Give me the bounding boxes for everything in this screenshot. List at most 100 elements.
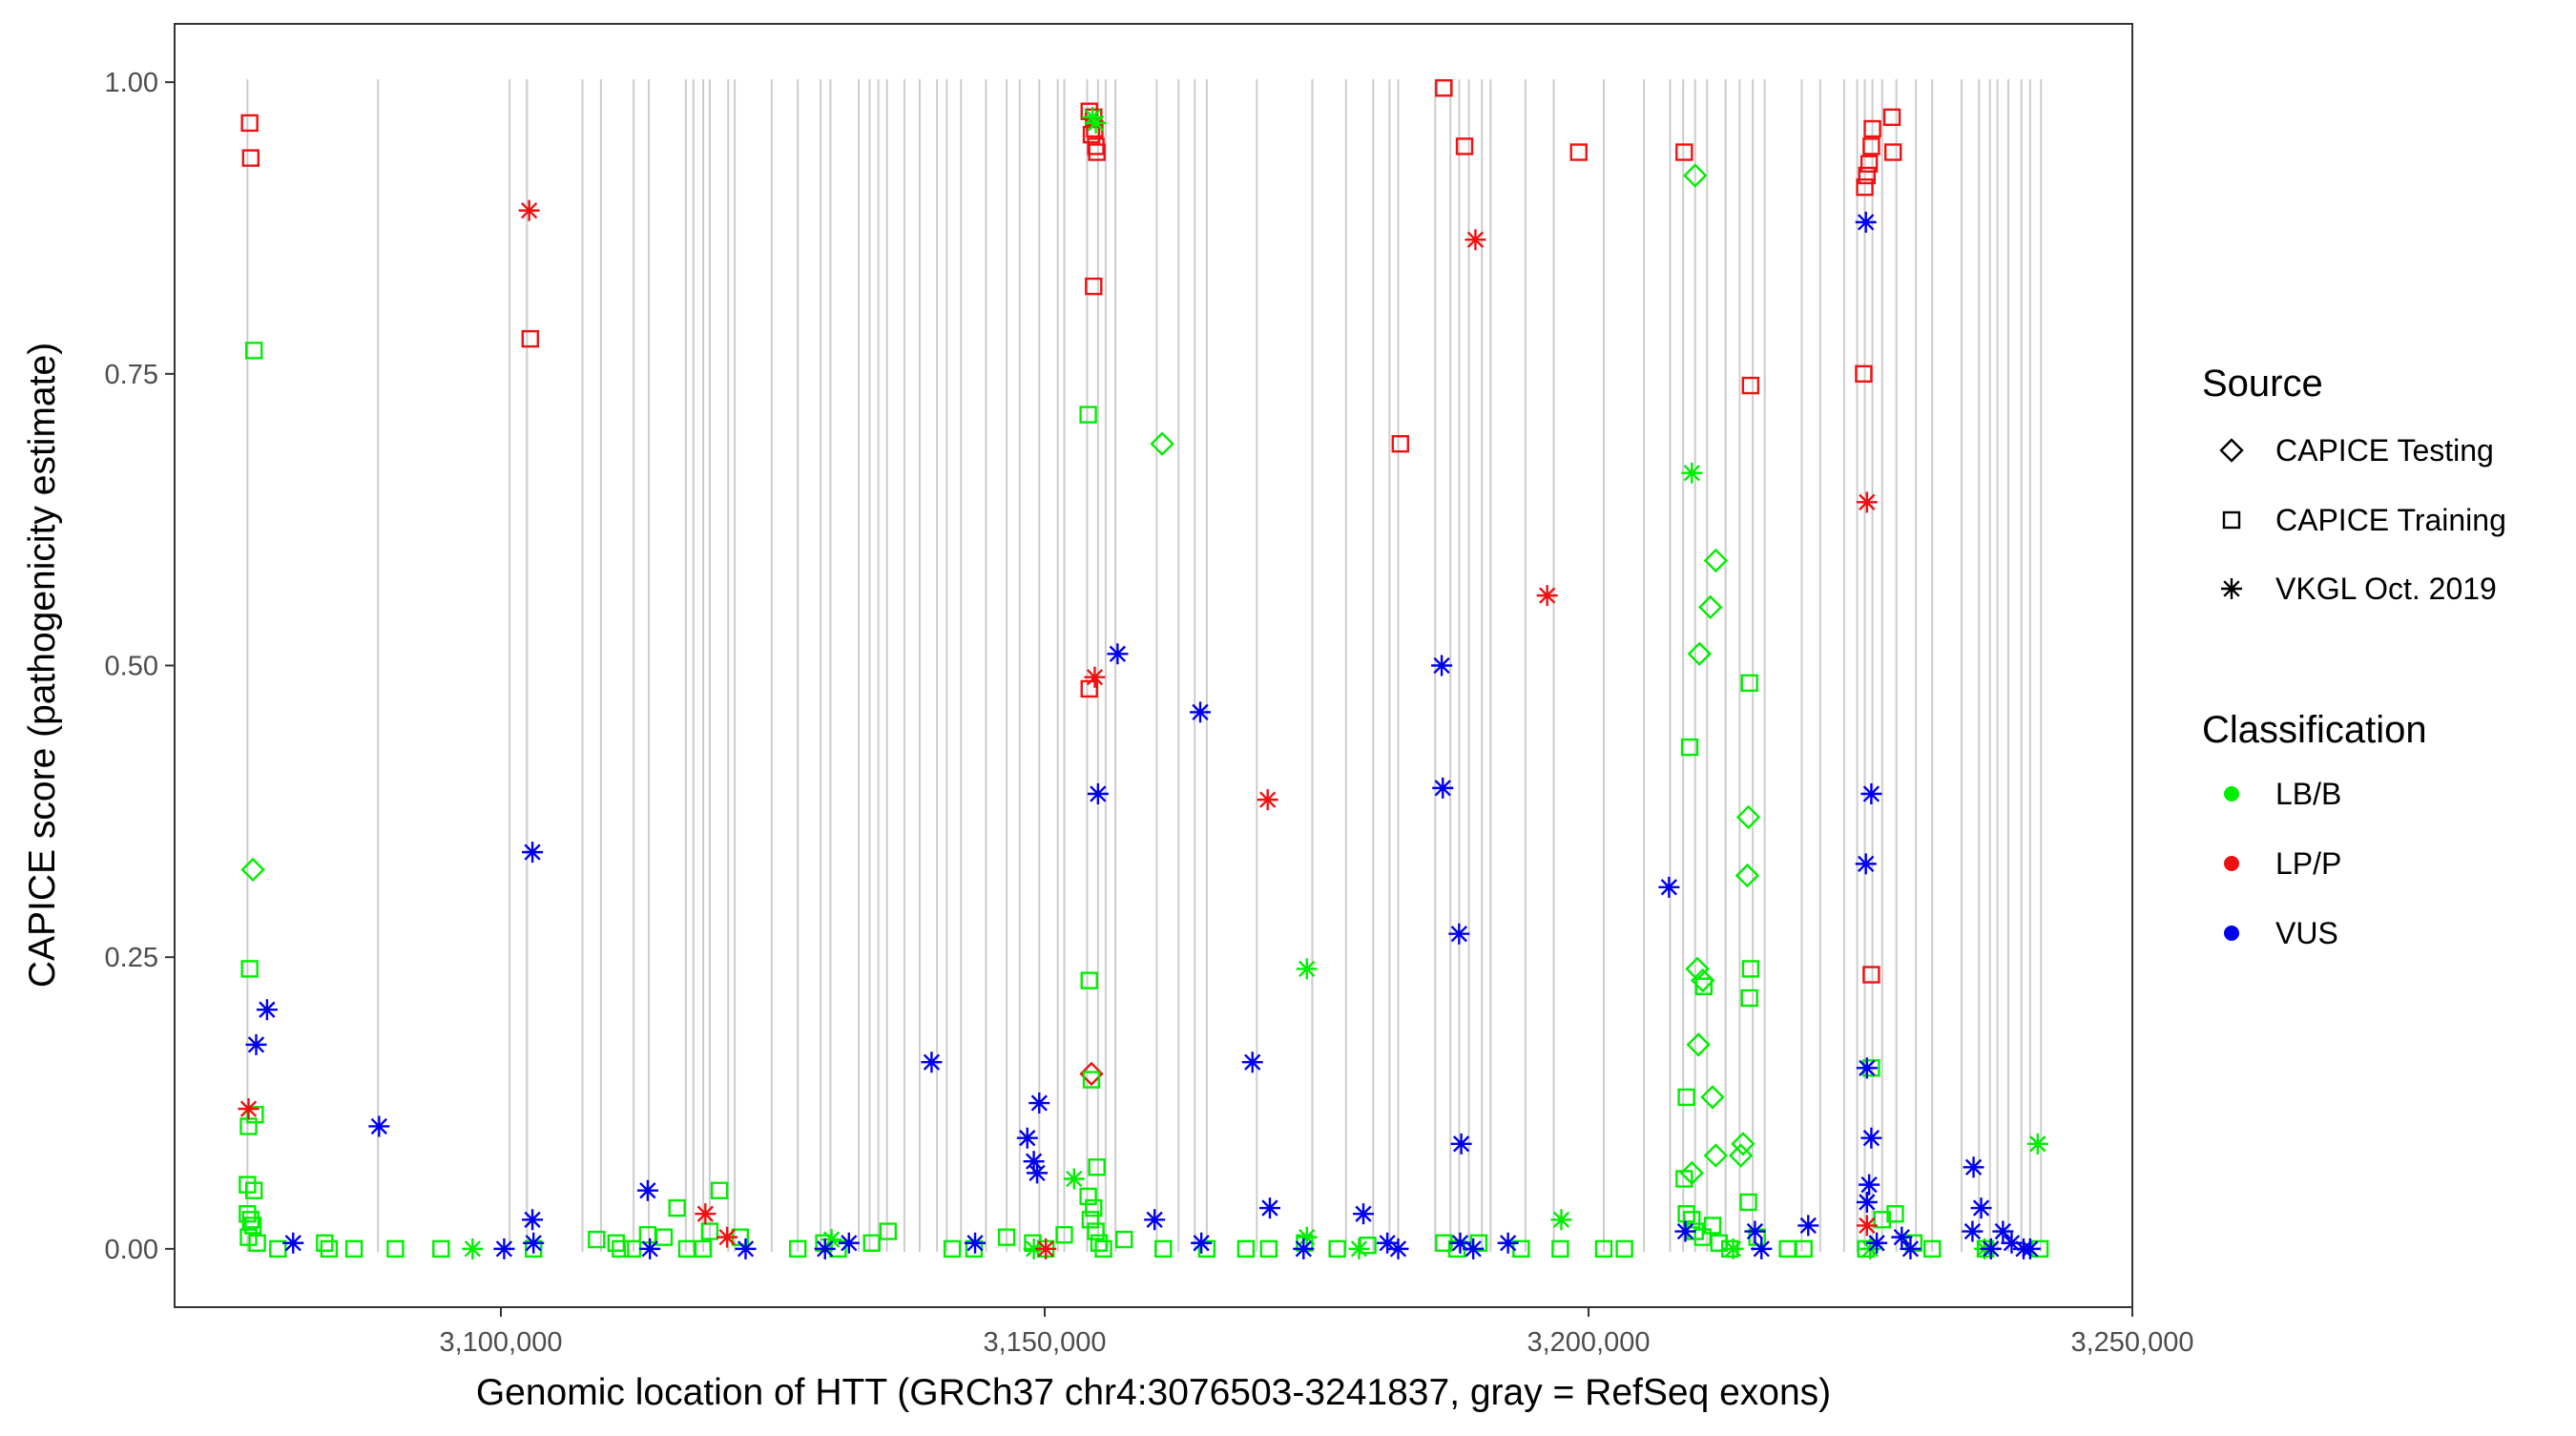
diamond-point [1703,548,1729,573]
asterisk-point [1296,958,1318,980]
square-point [241,1211,260,1229]
asterisk-point [1970,1197,1992,1219]
legend-classification-title: Classification [2202,709,2427,751]
square-point [1391,434,1409,453]
square-point [1863,119,1881,138]
asterisk-point [921,1051,943,1073]
square-point [1080,971,1098,989]
square-point [1675,1170,1693,1188]
legend-class-label: VUS [2275,916,2338,950]
asterisk-point [838,1232,860,1254]
asterisk-point [1497,1232,1519,1254]
exon-lines [246,79,2043,1252]
legend-class-label: LB/B [2275,777,2341,811]
square-point [1740,989,1758,1008]
square-point [1873,1211,1892,1229]
asterisk-point [1465,229,1486,251]
square-point [1569,143,1588,161]
asterisk-point [717,1226,738,1248]
square-point [668,1198,686,1217]
square-point [1085,1198,1103,1217]
diamond-point [240,857,265,883]
square-point [245,342,263,360]
asterisk-point [1258,1197,1280,1219]
square-point [1055,1225,1073,1244]
square-point [1858,166,1877,185]
diamond-point [1735,863,1760,888]
square-point [316,1234,334,1252]
square-point [943,1239,962,1259]
asterisk-point [814,1238,836,1259]
asterisk-point [1856,1191,1878,1213]
asterisk-point [1891,1226,1913,1248]
asterisk-point [1550,1209,1572,1231]
square-point [654,1228,674,1246]
y-axis-title: CAPICE score (pathogenicity estimate) [22,343,63,988]
asterisk-point [1023,1151,1045,1173]
square-point [1886,1204,1904,1223]
square-point [1115,1230,1133,1249]
x-tick-label: 3,250,000 [2070,1327,2193,1358]
square-point [1882,108,1901,127]
square-point [1703,1217,1722,1235]
asterisk-point [1866,1232,1888,1254]
square-point [239,1204,257,1223]
asterisk-point [1963,1156,1984,1178]
square-point [1328,1239,1346,1259]
square-point [1082,1071,1101,1089]
asterisk-point [1348,1238,1370,1259]
square-point [386,1239,405,1259]
asterisk-point [1432,777,1454,799]
square-point [1435,79,1453,97]
asterisk-point [1241,1051,1263,1073]
y-tick-label: 0.50 [105,652,158,682]
square-point [700,1222,719,1240]
square-point [1085,277,1103,296]
asterisk-point [1257,789,1278,811]
square-point [432,1239,450,1259]
asterisk-point [1722,1238,1744,1259]
asterisk-point [282,1232,304,1254]
square-point [1236,1239,1256,1259]
square-point [588,1230,606,1249]
asterisk-point [368,1115,390,1137]
square-point [1795,1239,1813,1259]
square-point [1883,143,1902,161]
asterisk-point [1023,1238,1045,1259]
asterisk-point [1751,1238,1773,1259]
asterisk-point [523,1232,545,1254]
asterisk-point [821,1229,842,1251]
square-point [1154,1239,1173,1259]
y-tick-label: 0.00 [105,1235,158,1265]
asterisk-point [1296,1226,1318,1248]
asterisk-point [1035,1238,1057,1259]
diamond-point [1079,1061,1104,1087]
asterisk-point [1463,1238,1485,1259]
asterisk-point [1431,655,1453,676]
axes: 3,100,000 3,150,000 3,200,000 3,250,000 0.00… [105,68,2194,1358]
square-point [243,1217,262,1235]
square-point [344,1239,364,1259]
asterisk-point [1980,1238,2002,1259]
asterisk-point [1536,585,1558,607]
square-point [1680,738,1699,757]
diamond-point [1691,968,1715,993]
diamond-point [1686,1032,1711,1057]
square-point [1862,137,1880,156]
asterisk-point [636,1179,658,1201]
square-point [521,329,539,348]
square-point [789,1239,807,1259]
square-point [1594,1239,1613,1259]
asterisk-point [1448,923,1470,945]
asterisk-point [1063,1168,1085,1190]
asterisk-point [522,1209,544,1231]
asterisk-point [2026,1133,2048,1155]
asterisk-point [1082,106,1104,128]
asterisk-point [1856,491,1878,513]
diamond-point [1683,163,1708,188]
square-point [1455,137,1474,156]
asterisk-point [1107,643,1129,665]
asterisk-point [245,1033,267,1055]
square-point [1079,406,1097,424]
